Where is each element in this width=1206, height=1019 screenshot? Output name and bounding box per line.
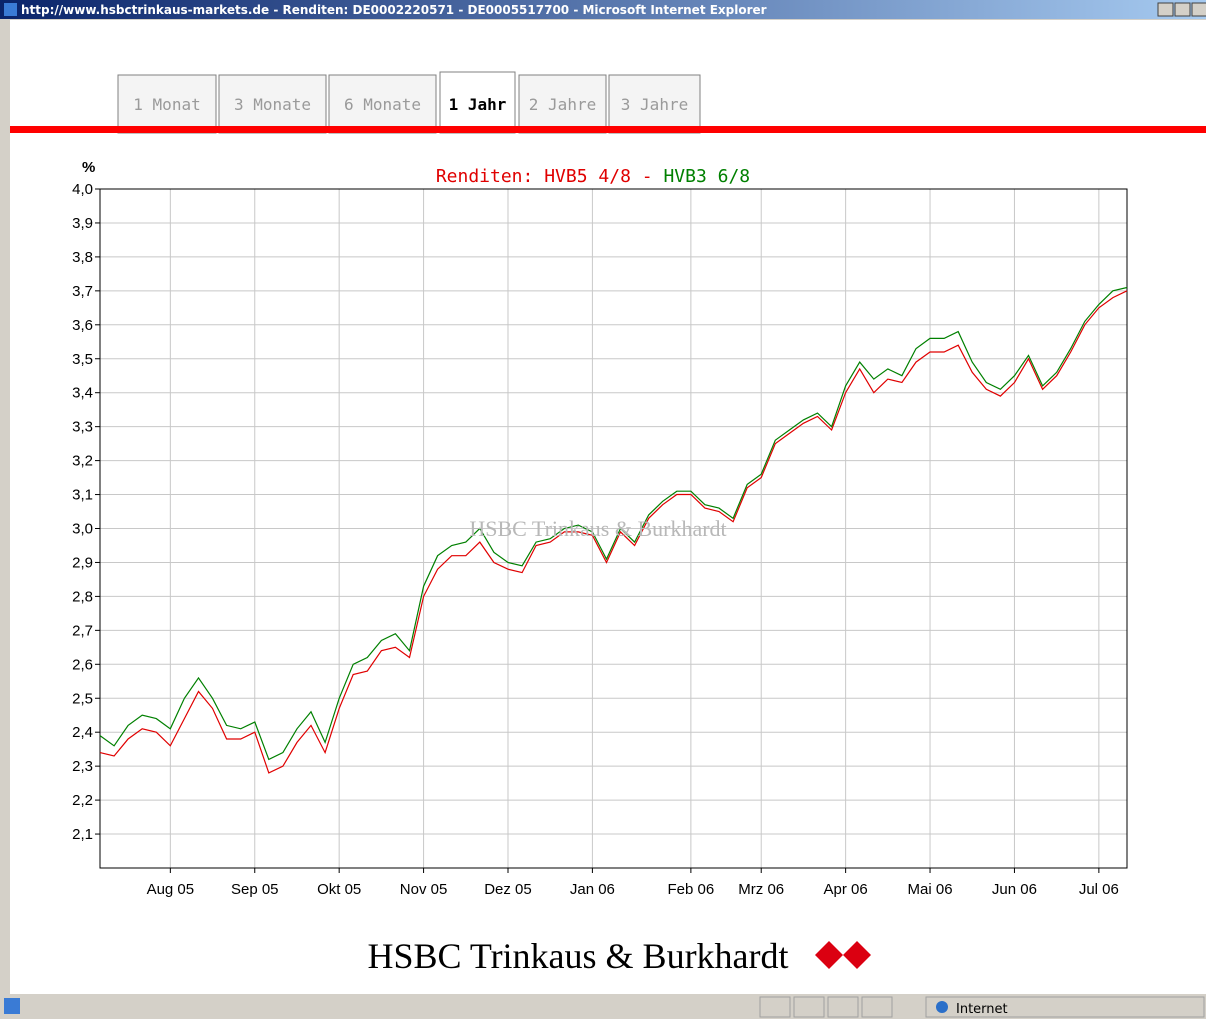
x-tick-label: Nov 05: [400, 881, 448, 898]
x-tick-label: Dez 05: [484, 881, 532, 898]
hsbc-logo: [815, 941, 871, 969]
logo-white: [829, 941, 857, 955]
y-tick-label: 2,4: [72, 724, 93, 741]
y-tick-label: 2,1: [72, 826, 93, 843]
content: [10, 20, 1206, 994]
footer-logo-text: HSBC Trinkaus & Burkhardt: [367, 936, 788, 976]
tab-label[interactable]: 3 Monate: [234, 95, 311, 114]
tab[interactable]: [518, 74, 607, 134]
y-tick-label: 2,8: [72, 588, 93, 605]
ie-icon: [4, 3, 17, 16]
window-title: http://www.hsbctrinkaus-markets.de - Ren…: [21, 3, 767, 17]
x-tick-label: Jun 06: [992, 881, 1037, 898]
plot-frame: [99, 188, 1128, 869]
status-pane: [861, 996, 893, 1018]
tab-label[interactable]: 1 Monat: [133, 95, 200, 114]
y-tick-label: 3,1: [72, 487, 93, 504]
x-tick-label: Sep 05: [231, 881, 279, 898]
y-tick-label: 2,7: [72, 622, 93, 639]
x-tick-label: Jan 06: [570, 881, 615, 898]
y-tick-label: 2,2: [72, 792, 93, 809]
logo-white: [829, 955, 857, 969]
tab[interactable]: [439, 71, 516, 134]
tab-bar: 1 Monat 3 Monate 6 Monate 1 Jahr 2 Jahre 3 Ja…: [117, 71, 701, 134]
status-pane: [793, 996, 825, 1018]
y-tick-label: 3,4: [72, 385, 93, 402]
title: Renditen:: [436, 166, 534, 187]
y-tick-label: 2,6: [72, 656, 93, 673]
x-tick-label: Mai 06: [908, 881, 953, 898]
y-tick-label: 3,5: [72, 351, 93, 368]
y-tick-label: 3,0: [72, 521, 93, 538]
y-tick-label: 3,8: [72, 249, 93, 266]
y-axis-label: %: [82, 159, 95, 176]
tab[interactable]: [117, 74, 217, 134]
watermark: HSBC Trinkaus & Burkhardt: [469, 516, 726, 541]
title-bar: [0, 0, 1206, 19]
tab[interactable]: [328, 74, 437, 134]
tab-underline: [10, 126, 1206, 133]
y-tick-label: 2,5: [72, 690, 93, 707]
minimize-button[interactable]: [1157, 2, 1174, 17]
legend-entry: HVB5 4/8: [544, 166, 631, 187]
x-tick-label: Aug 05: [147, 881, 195, 898]
y-tick-label: 3,7: [72, 283, 93, 300]
y-tick-label: 3,9: [72, 215, 93, 232]
x-tick-label: Apr 06: [824, 881, 868, 898]
tab-label[interactable]: 1 Jahr: [449, 95, 507, 114]
tab-label[interactable]: 2 Jahre: [529, 95, 596, 114]
y-tick-label: 4,0: [72, 181, 93, 198]
y-tick-label: 2,3: [72, 758, 93, 775]
status-pane: [827, 996, 859, 1018]
x-tick-label: Mrz 06: [738, 881, 784, 898]
series-line: [99, 286, 1128, 761]
chart: % Renditen: HVB5 4/8 - HVB3 6/8 2,1 2,2 2,…: [72, 159, 1128, 898]
y-tick-label: 3,2: [72, 453, 93, 470]
x-tick-label: Jul 06: [1079, 881, 1119, 898]
x-tick-label: Feb 06: [668, 881, 715, 898]
status-pane: [759, 996, 791, 1018]
y-tick-label: 3,6: [72, 317, 93, 334]
legend-entry: HVB3 6/8: [663, 166, 750, 187]
chart-title: Renditen: HVB5 4/8 - HVB3 6/8: [436, 166, 750, 187]
status-bar: [0, 994, 1206, 1019]
status-icon: [4, 998, 20, 1014]
y-tick-label: 2,9: [72, 554, 93, 571]
separator: -: [642, 166, 653, 187]
zone-label: Internet: [956, 1002, 1008, 1017]
y-tick-label: 3,3: [72, 419, 93, 436]
x-tick-label: Okt 05: [317, 881, 361, 898]
tab[interactable]: [218, 74, 327, 134]
tab-label[interactable]: 3 Jahre: [621, 95, 688, 114]
tab-label[interactable]: 6 Monate: [344, 95, 421, 114]
close-button[interactable]: [1191, 2, 1206, 17]
maximize-button[interactable]: [1174, 2, 1191, 17]
series-line: [99, 290, 1128, 774]
globe-icon: [936, 1001, 948, 1013]
status-zone: [925, 996, 1205, 1018]
